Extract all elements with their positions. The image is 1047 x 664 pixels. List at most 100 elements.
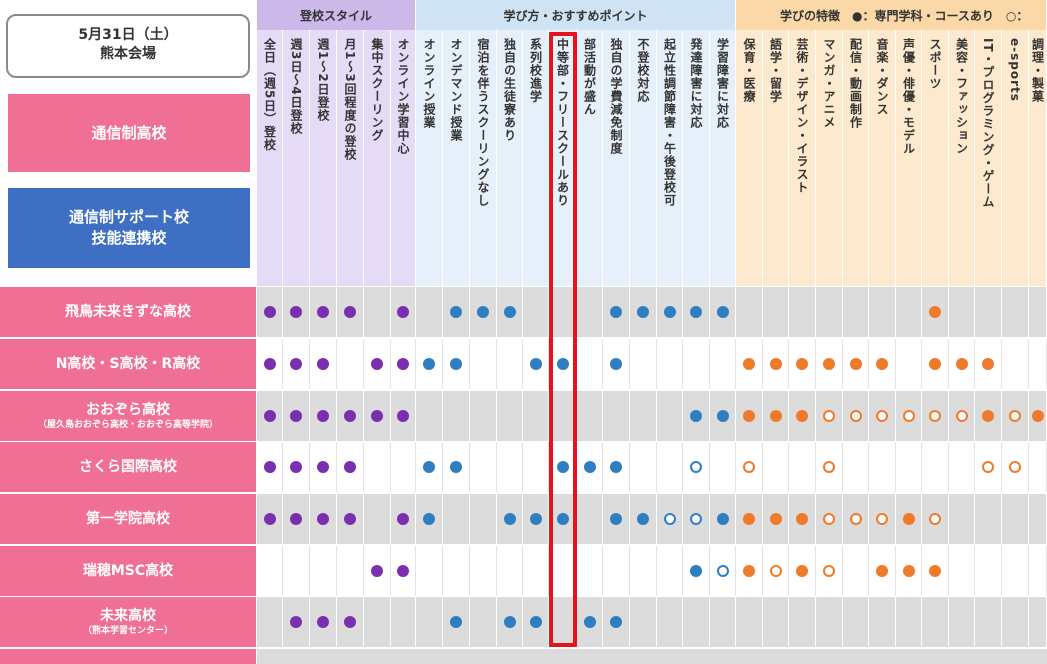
table-cell xyxy=(630,391,657,441)
table-cell xyxy=(283,494,310,544)
open-circle-mark xyxy=(690,513,702,525)
filled-circle-mark xyxy=(263,358,276,370)
column-header: 部活動が盛ん xyxy=(577,30,603,286)
column-header: 配信・動画制作 xyxy=(843,30,869,286)
filled-circle-mark xyxy=(610,306,622,318)
table-cell xyxy=(603,597,630,647)
school-name-cell: 瑞穂MSC高校 xyxy=(0,546,256,596)
table-cell xyxy=(337,597,364,647)
table-cell xyxy=(869,339,896,389)
column-header-label: 週3日～4日登校 xyxy=(289,38,303,135)
table-cell xyxy=(763,391,789,441)
table-cell xyxy=(603,287,630,337)
table-cell xyxy=(1029,546,1047,596)
table-cell xyxy=(443,597,470,647)
table-cell xyxy=(657,287,683,337)
filled-circle-mark xyxy=(450,306,462,318)
table-cell xyxy=(922,287,949,337)
table-cell xyxy=(710,494,736,544)
table-cell xyxy=(789,442,816,492)
table-cell xyxy=(497,339,523,389)
table-cell xyxy=(736,442,763,492)
filled-circle-mark xyxy=(290,461,302,473)
filled-circle-mark xyxy=(503,616,516,628)
column-header: 不登校対応 xyxy=(630,30,657,286)
column-header-label: 起立性調節障害・午後登校可 xyxy=(662,38,677,207)
table-cell xyxy=(443,494,470,544)
filled-circle-mark xyxy=(929,358,941,370)
table-cell xyxy=(949,442,975,492)
filled-circle-mark xyxy=(902,565,915,577)
column-header: 中等部・フリースクールあり xyxy=(549,30,577,286)
table-cell xyxy=(736,287,763,337)
table-cell xyxy=(736,546,763,596)
table-cell xyxy=(523,442,549,492)
filled-circle-mark xyxy=(344,616,356,628)
table-cell xyxy=(443,339,470,389)
table-cell xyxy=(922,442,949,492)
open-circle-mark xyxy=(823,565,835,577)
column-header: 宿泊を伴うスクーリングなし xyxy=(470,30,497,286)
filled-circle-mark xyxy=(690,565,702,577)
column-header: 調理・製菓 xyxy=(1029,30,1047,286)
event-date-box: 5月31日（土） 熊本会場 xyxy=(6,14,250,78)
filled-circle-mark xyxy=(610,358,622,370)
table-cell xyxy=(630,442,657,492)
table-cell xyxy=(710,339,736,389)
table-cell xyxy=(843,546,869,596)
table-cell xyxy=(843,494,869,544)
table-cell xyxy=(922,546,949,596)
table-cell xyxy=(975,339,1002,389)
table-cell xyxy=(603,339,630,389)
filled-circle-mark xyxy=(397,565,409,577)
table-cell xyxy=(843,597,869,647)
table-cell xyxy=(443,287,470,337)
table-cell xyxy=(683,546,710,596)
column-header-label: 独自の学費減免制度 xyxy=(609,38,623,155)
open-circle-mark xyxy=(690,461,702,473)
table-cell xyxy=(1002,546,1029,596)
table-cell xyxy=(683,391,710,441)
table-cell xyxy=(789,287,816,337)
filled-circle-mark xyxy=(876,358,888,370)
open-circle-mark xyxy=(823,513,835,525)
school-subname: （熊本学習センター） xyxy=(82,625,173,636)
school-name-cell xyxy=(0,649,256,664)
table-cell xyxy=(577,391,603,441)
table-cell xyxy=(257,287,283,337)
filled-circle-mark xyxy=(290,358,302,370)
filled-circle-mark xyxy=(371,358,383,370)
column-header-label: 調理・製菓 xyxy=(1030,38,1045,103)
school-name: さくら国際高校 xyxy=(79,458,177,475)
table-cell xyxy=(497,546,523,596)
group-header-label: 学び方・おすすめポイント xyxy=(503,8,648,23)
table-cell xyxy=(497,391,523,441)
table-cell xyxy=(789,339,816,389)
filled-circle-mark xyxy=(637,513,649,525)
table-cell xyxy=(1029,442,1047,492)
table-cell xyxy=(391,597,416,647)
table-cell xyxy=(337,391,364,441)
school-name: おおぞら高校 xyxy=(86,401,170,418)
filled-circle-mark xyxy=(290,410,302,422)
column-header-label: スポーツ xyxy=(928,38,942,90)
table-cell xyxy=(763,287,789,337)
table-cell xyxy=(470,546,497,596)
column-header: 月1～3回程度の登校 xyxy=(337,30,364,286)
event-venue: 熊本会場 xyxy=(100,46,156,62)
filled-circle-mark xyxy=(743,565,755,577)
table-cell xyxy=(710,391,736,441)
filled-circle-mark xyxy=(397,410,409,422)
open-circle-mark xyxy=(823,461,835,473)
filled-circle-mark xyxy=(263,513,276,525)
filled-circle-mark xyxy=(397,513,409,525)
filled-circle-mark xyxy=(716,410,729,422)
table-cell xyxy=(257,494,283,544)
table-cell xyxy=(736,597,763,647)
filled-circle-mark xyxy=(1031,410,1044,422)
filled-circle-mark xyxy=(290,513,302,525)
table-cell xyxy=(391,442,416,492)
table-cell xyxy=(763,494,789,544)
table-cell xyxy=(337,546,364,596)
table-cell xyxy=(1029,494,1047,544)
